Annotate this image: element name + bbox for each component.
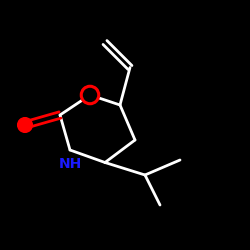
Circle shape [18,118,32,132]
Circle shape [81,86,99,104]
Text: NH: NH [58,158,82,172]
